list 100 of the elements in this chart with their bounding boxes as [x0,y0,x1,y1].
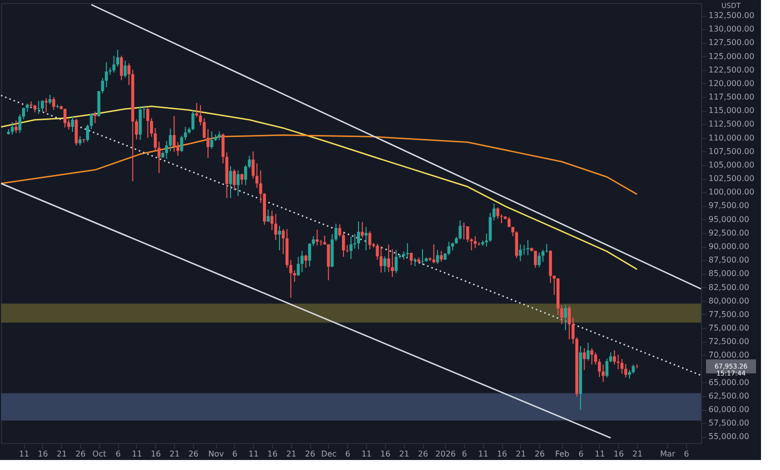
candlestick [78,136,82,146]
candlestick [624,363,628,378]
candlestick [357,221,360,250]
y-tick-label: 90,000.00 [708,242,750,252]
candlestick [94,111,97,124]
x-tick-label: 6 [232,450,238,458]
x-tick-label: 11 [361,450,372,458]
candlestick [436,249,440,264]
candlestick [406,242,409,258]
candlestick [560,304,564,325]
x-tick-label: 2026 [435,450,456,458]
y-tick-label: 130,000.00 [708,24,754,34]
candlestick [236,170,240,196]
candlestick [582,348,586,370]
candlestick [71,116,74,132]
y-tick-label: 62,500.00 [708,391,750,400]
x-tick-label: Feb [555,450,570,458]
y-tick-label: 65,000.00 [708,378,750,387]
candlestick [432,244,436,264]
candlestick [74,118,78,146]
candlestick [44,98,48,113]
line-series [0,134,638,196]
x-tick-label: 21 [516,450,526,458]
candlestick [360,222,364,238]
candlestick [124,60,127,78]
candlestick [248,155,251,169]
candlestick [387,244,390,273]
candlestick [526,239,530,256]
x-tick-label: 21 [632,450,643,458]
x-tick-label: 6 [684,450,689,458]
candlestick [616,354,620,370]
y-tick-label: 80,000.00 [708,296,750,306]
x-tick-label: 26 [534,450,545,458]
x-tick-label: 11 [18,450,30,458]
candlestick [326,244,330,281]
candlestick [165,140,168,160]
x-tick-label: Nov [208,450,224,458]
candlestick [184,126,187,140]
candlestick [252,150,255,180]
y-tick-label: 112,500.00 [708,120,754,129]
candlestick [394,249,398,274]
candlestick [266,209,270,223]
candlestick [48,94,52,105]
candlestick [342,231,345,258]
candlestick [364,226,368,251]
candlestick [458,220,462,240]
candlestick [338,224,342,238]
y-tick-label: 60,000.00 [708,405,750,414]
y-tick-label: 87,500.00 [708,256,750,265]
y-tick-label: 125,000.00 [708,52,754,61]
x-tick-label: 26 [305,450,316,458]
candlestick [63,108,66,128]
x-tick-label: 21 [170,450,180,458]
candlestick [492,203,496,221]
x-tick-label: 11 [478,450,488,458]
candlestick [538,252,541,268]
candlestick [300,250,304,273]
candlestick [496,206,500,220]
candlestick [620,358,624,374]
y-tick-label: 85,000.00 [708,269,750,278]
y-tick-label: 120,000.00 [708,78,754,88]
candlestick [636,364,639,369]
x-tick-label: 6 [345,450,350,458]
candlestick [222,132,225,164]
candlestick [229,166,232,199]
y-tick-label: 75,000.00 [708,324,750,333]
x-tick-label: 16 [380,450,390,458]
x-tick-label: 6 [116,450,121,458]
candlestick [210,130,214,150]
y-tick-label: 82,500.00 [708,282,750,292]
candlestick [146,107,150,138]
candlestick [447,241,450,256]
candlestick [410,252,413,266]
candlestick [515,230,518,258]
y-tick-label: 110,000.00 [708,133,754,142]
candlestick [240,173,244,186]
y-tick-label: 55,000.00 [708,432,750,442]
y-tick-label: 122,500.00 [708,65,754,74]
x-tick-label: 21 [286,450,296,458]
y-tick-label: 70,000.00 [708,350,750,360]
candlestick [308,242,312,268]
x-tick-label: Dec [321,450,337,458]
x-tick-label: 26 [418,450,428,458]
candlestick [312,236,315,246]
candlestick [594,352,598,365]
candlestick [195,102,198,118]
candlestick [52,96,56,111]
x-tick-label: 26 [188,450,199,458]
candlestick [564,304,568,331]
candlestick [316,229,319,246]
x-tick-label: 11 [132,450,142,458]
y-tick-label: 57,500.00 [708,418,750,428]
candlestick [470,238,473,251]
x-tick-label: 21 [56,450,67,458]
candlestick [488,212,492,242]
y-tick-label: 97,500.00 [708,201,750,210]
candlestick [86,124,90,142]
candlestick [334,223,338,242]
candlestick [390,248,394,278]
y-tick-label: 105,000.00 [708,160,754,170]
